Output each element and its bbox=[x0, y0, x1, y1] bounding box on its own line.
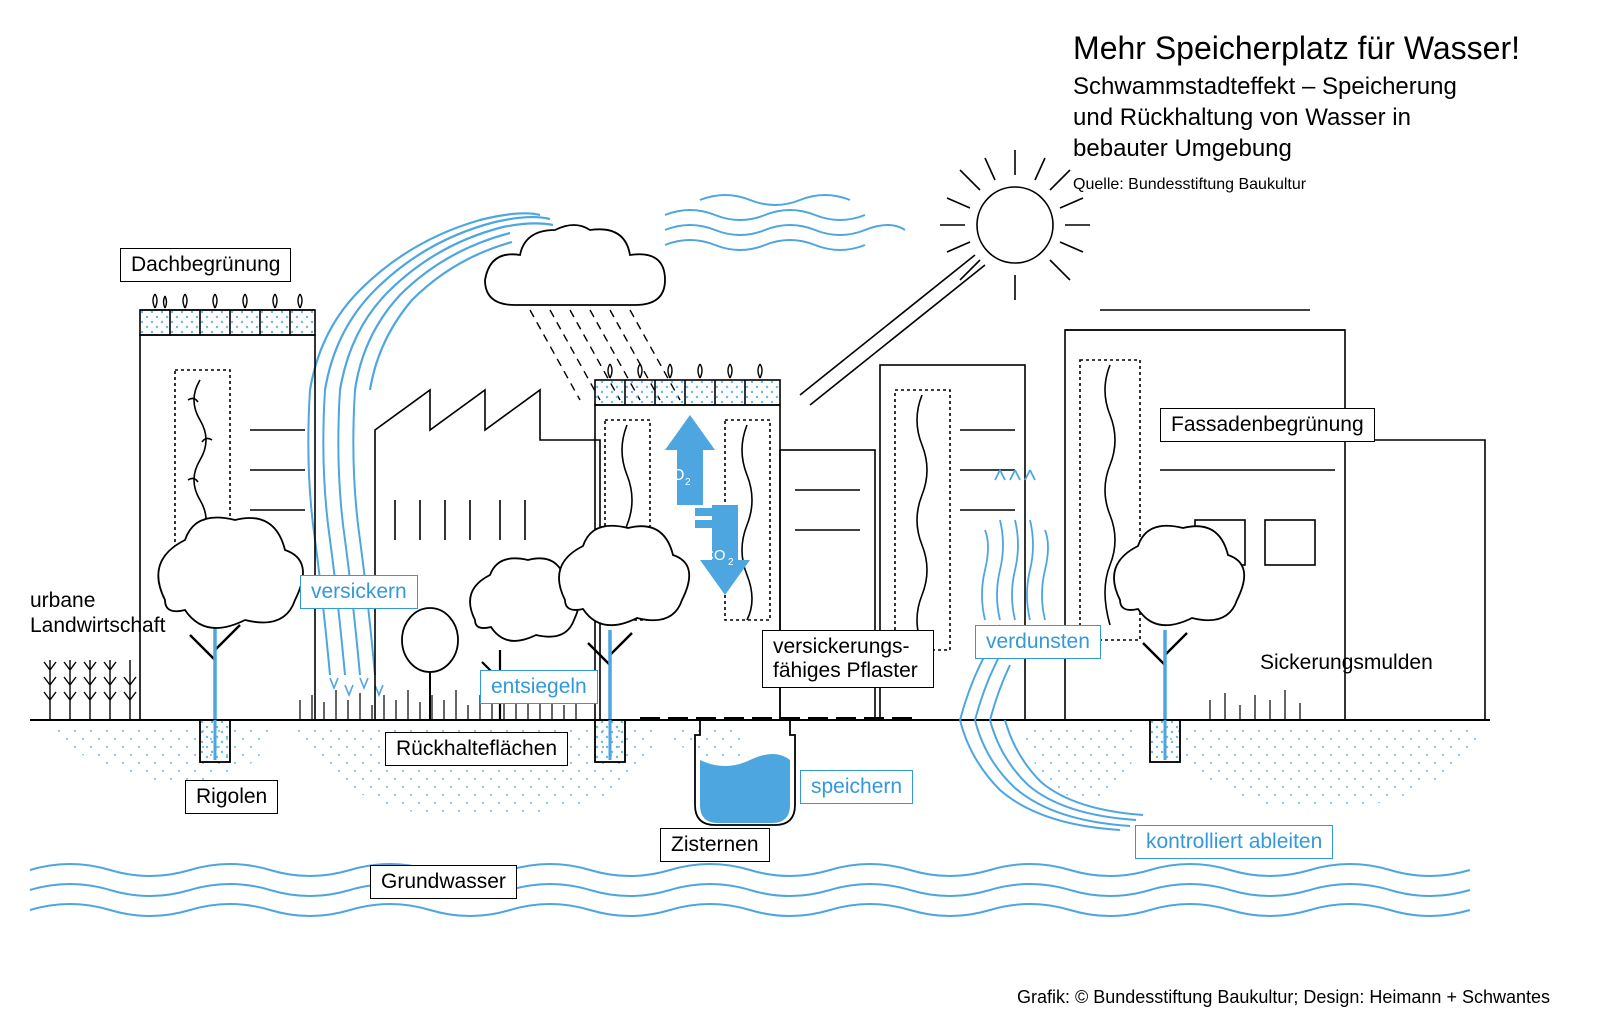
tree-4 bbox=[1114, 526, 1244, 720]
svg-text:2: 2 bbox=[728, 557, 734, 568]
page-title: Mehr Speicherplatz für Wasser! bbox=[1073, 30, 1520, 67]
svg-text:CO: CO bbox=[703, 547, 726, 564]
label-urbane-landwirtschaft: urbane Landwirtschaft bbox=[30, 588, 165, 638]
source-line: Quelle: Bundesstiftung Baukultur bbox=[1073, 175, 1520, 196]
label-grundwasser: Grundwasser bbox=[370, 865, 517, 899]
label-rueckhalteflaechen: Rückhalteflächen bbox=[385, 732, 568, 766]
label-pflaster: versickerungs- fähiges Pflaster bbox=[762, 630, 934, 688]
label-zisternen: Zisternen bbox=[660, 828, 770, 862]
action-versickern: versickern bbox=[300, 575, 418, 609]
action-kontrolliert-ableiten: kontrolliert ableiten bbox=[1135, 825, 1333, 859]
label-rigolen: Rigolen bbox=[185, 780, 278, 814]
subtitle-line: und Rückhaltung von Wasser in bbox=[1073, 102, 1520, 133]
svg-text:O: O bbox=[672, 467, 684, 484]
svg-text:2: 2 bbox=[685, 477, 691, 488]
label-sickerungsmulden: Sickerungsmulden bbox=[1260, 650, 1433, 675]
title-block: Mehr Speicherplatz für Wasser! Schwammst… bbox=[1073, 30, 1520, 195]
action-entsiegeln: entsiegeln bbox=[480, 670, 598, 704]
label-dachbegruenung: Dachbegrünung bbox=[120, 248, 291, 282]
credit-line: Grafik: © Bundesstiftung Baukultur; Desi… bbox=[1017, 987, 1550, 1008]
tree-small bbox=[402, 608, 458, 720]
tree-1 bbox=[158, 518, 303, 721]
action-verdunsten: verdunsten bbox=[975, 625, 1101, 659]
subtitle-line: bebauter Umgebung bbox=[1073, 133, 1520, 164]
subtitle-line: Schwammstadteffekt – Speicherung bbox=[1073, 71, 1520, 102]
label-fassadenbegruenung: Fassadenbegrünung bbox=[1160, 408, 1375, 442]
action-speichern: speichern bbox=[800, 770, 913, 804]
